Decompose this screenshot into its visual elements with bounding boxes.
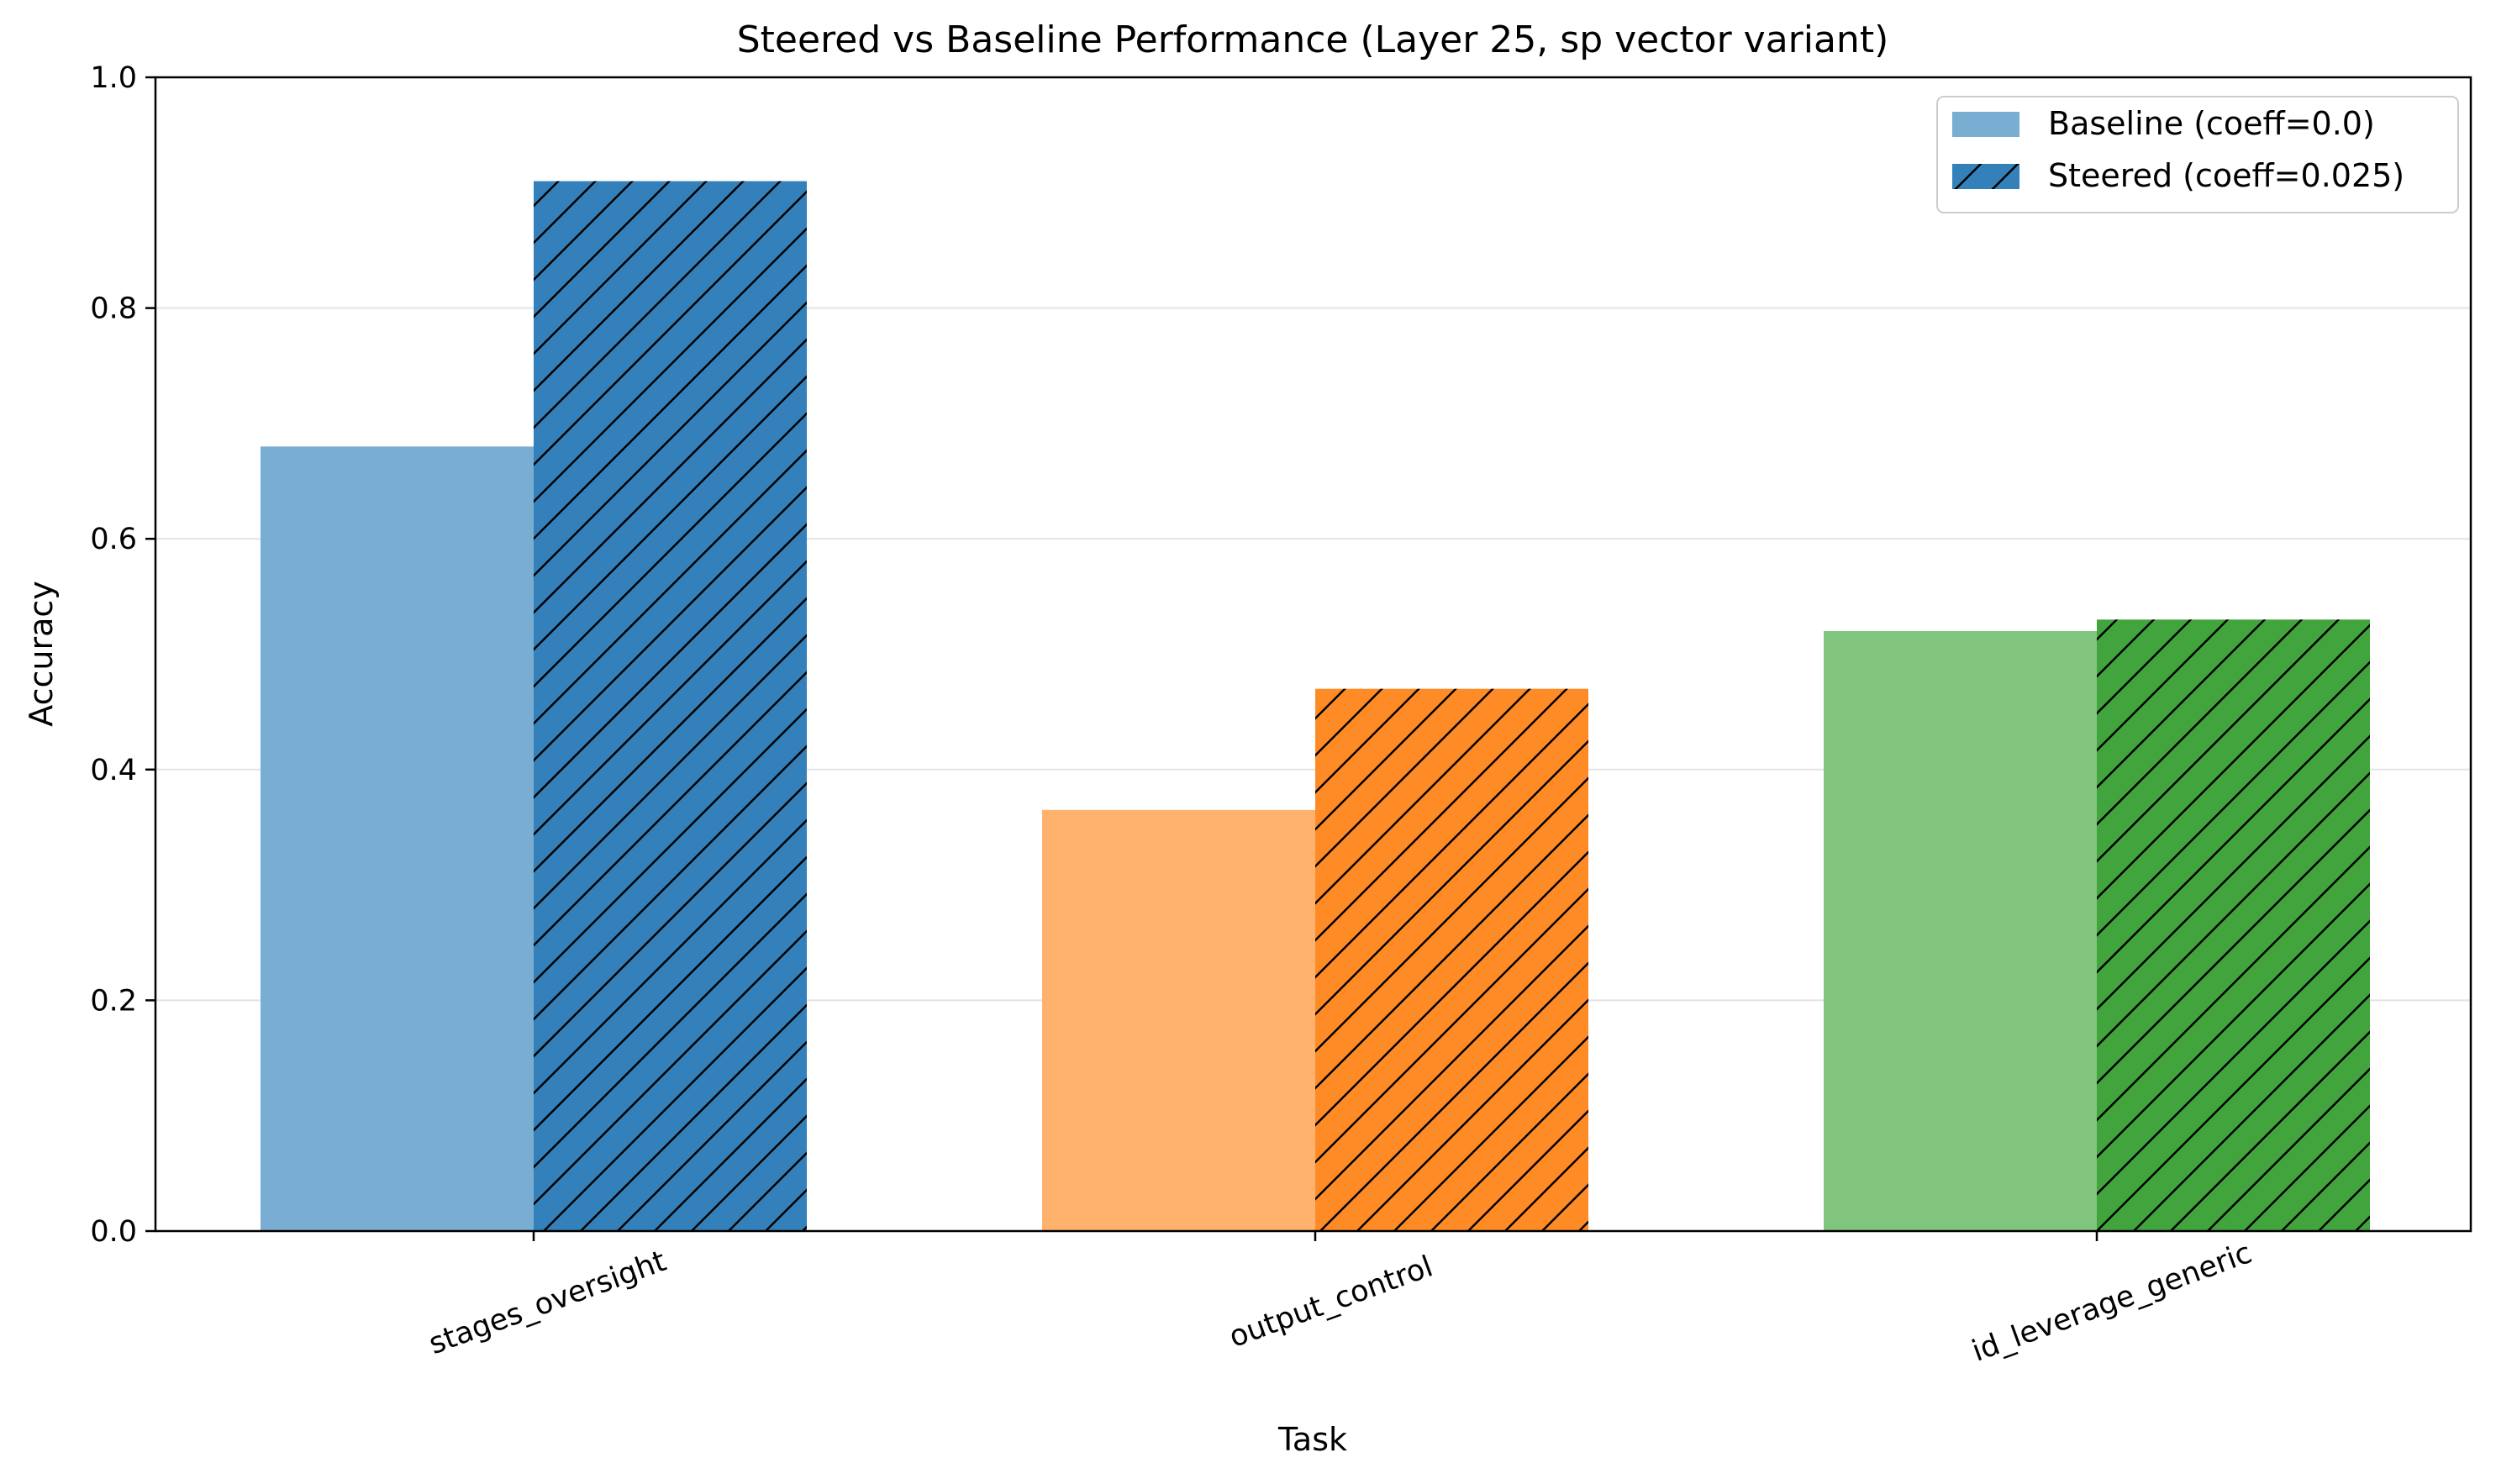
legend-label-steered: Steered (coeff=0.025) [2048, 157, 2404, 194]
chart-title: Steered vs Baseline Performance (Layer 2… [737, 18, 1889, 61]
bar-hatch-stages_oversight [534, 181, 807, 1231]
plot-frame [154, 76, 2472, 1233]
x-axis-ticks: stages_oversight output_control id_leverag… [424, 1231, 2256, 1369]
bar-hatch-output_control [1315, 688, 1588, 1231]
bar-hatch-id_leverage_generic [2097, 619, 2370, 1231]
x-tick-label: id_leverage_generic [1967, 1236, 2256, 1369]
y-axis-ticks: 0.0 0.2 0.4 0.6 0.8 1.0 [90, 61, 155, 1249]
legend-swatch-baseline [1952, 112, 2019, 137]
bar-baseline-id_leverage_generic [1824, 631, 2097, 1231]
legend: Baseline (coeff=0.0) Steered (coeff=0.02… [1936, 96, 2459, 213]
x-tick-label: output_control [1225, 1250, 1438, 1355]
y-tick-label: 1.0 [90, 61, 137, 95]
legend-frame [1936, 96, 2459, 213]
y-tick-label: 0.8 [90, 292, 137, 326]
y-tick-label: 0.4 [90, 754, 137, 787]
bar-baseline-stages_oversight [261, 446, 534, 1231]
legend-swatch-steered-hatch [1952, 164, 2019, 189]
bars [261, 181, 2370, 1231]
legend-label-baseline: Baseline (coeff=0.0) [2048, 105, 2375, 142]
y-tick-label: 0.0 [90, 1215, 137, 1249]
y-tick-label: 0.6 [90, 523, 137, 556]
y-axis-label: Accuracy [23, 581, 60, 727]
x-tick-label: stages_oversight [424, 1245, 671, 1361]
bar-baseline-output_control [1042, 809, 1315, 1231]
x-axis-label: Task [1277, 1421, 1347, 1458]
y-tick-label: 0.2 [90, 984, 137, 1018]
